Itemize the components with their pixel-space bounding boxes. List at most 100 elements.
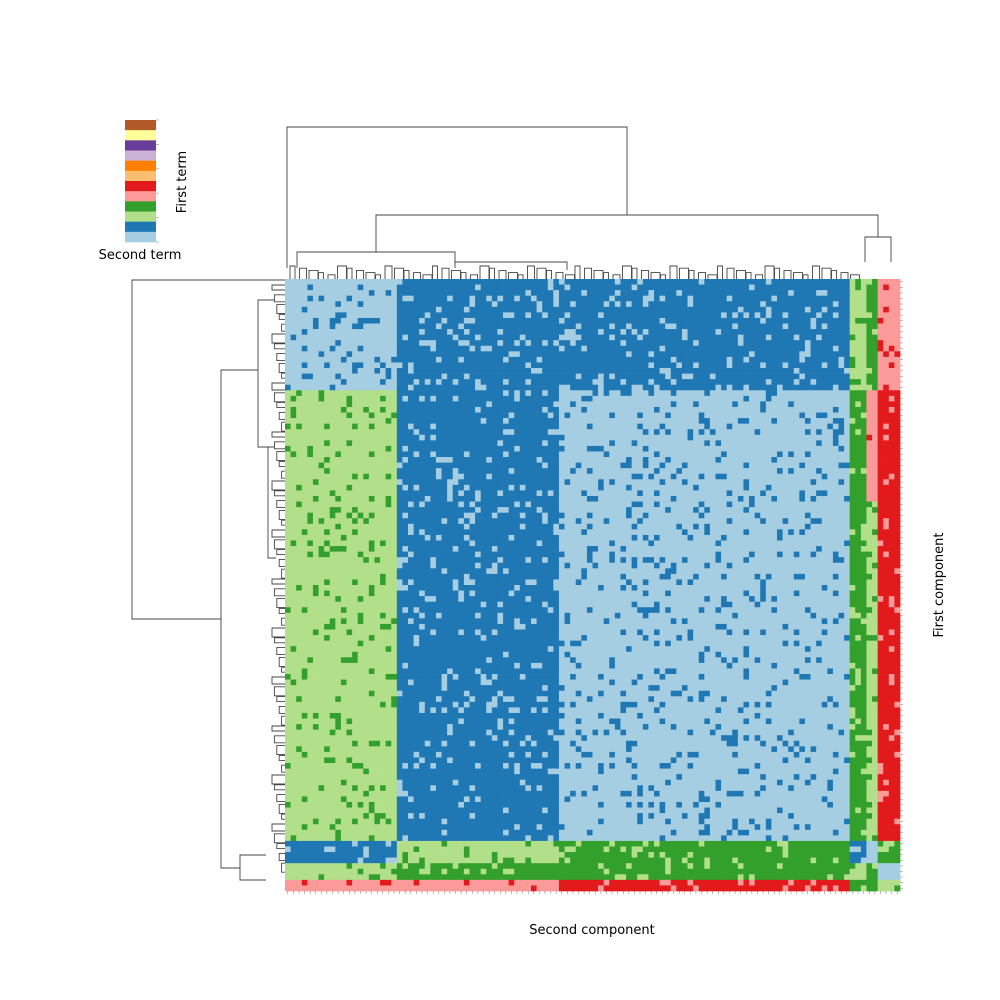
heatmap-cell: [743, 401, 750, 408]
heatmap-cell: [598, 501, 605, 508]
heatmap-cell: [307, 379, 314, 386]
heatmap-cell: [670, 457, 677, 463]
heatmap-cell: [575, 284, 582, 291]
heatmap-cell: [396, 368, 403, 374]
heatmap-cell: [883, 312, 890, 319]
heatmap-cell: [726, 434, 733, 441]
heatmap-cell: [631, 284, 638, 291]
heatmap-cell: [290, 473, 297, 480]
heatmap-cell: [575, 451, 582, 458]
heatmap-cell: [631, 390, 638, 397]
heatmap-cell: [385, 462, 392, 469]
row-dendrogram-leaf: [273, 784, 285, 791]
heatmap-cell: [508, 440, 515, 447]
heatmap-cell: [726, 390, 733, 397]
heatmap-cell: [458, 284, 465, 291]
heatmap-cell: [888, 395, 895, 402]
heatmap-cell: [391, 306, 398, 313]
heatmap-cell: [877, 373, 884, 380]
heatmap-cell: [804, 345, 811, 352]
heatmap-cell: [525, 507, 532, 514]
heatmap-cell: [659, 501, 666, 508]
heatmap-cell: [654, 334, 660, 341]
heatmap-cell: [430, 490, 437, 497]
heatmap-cell: [838, 379, 845, 386]
heatmap-cell: [888, 440, 895, 447]
heatmap-cell: [631, 412, 638, 419]
heatmap-cell: [469, 507, 476, 514]
heatmap-cell: [704, 495, 711, 502]
heatmap-cell: [765, 434, 772, 441]
heatmap-cell: [458, 390, 465, 397]
heatmap-cell: [838, 495, 845, 502]
heatmap-cell: [642, 334, 649, 341]
heatmap-cell: [307, 390, 314, 397]
heatmap-cell: [340, 379, 347, 386]
heatmap-cell: [340, 434, 347, 441]
heatmap-cell: [480, 317, 487, 324]
heatmap-cell: [771, 368, 778, 374]
heatmap-cell: [424, 329, 431, 335]
heatmap-cell: [760, 390, 767, 397]
heatmap-cell: [486, 368, 493, 374]
heatmap-cell: [536, 317, 543, 324]
heatmap-cell: [329, 440, 336, 447]
heatmap-cell: [709, 279, 716, 285]
heatmap-cell: [676, 362, 683, 369]
heatmap-cell: [318, 412, 325, 419]
heatmap-cell: [519, 390, 526, 397]
heatmap-cell: [396, 329, 403, 335]
heatmap-cell: [598, 295, 605, 302]
heatmap-cell: [491, 317, 498, 324]
heatmap-cell: [726, 406, 733, 413]
heatmap-cell: [749, 379, 755, 386]
heatmap-cell: [743, 301, 750, 308]
heatmap-cell: [435, 418, 442, 424]
heatmap-cell: [637, 329, 644, 335]
heatmap-cell: [480, 412, 487, 419]
heatmap-cell: [614, 334, 621, 341]
heatmap-cell: [547, 495, 554, 502]
heatmap-cell: [531, 507, 537, 514]
heatmap-cell: [838, 384, 845, 391]
heatmap-cell: [821, 312, 828, 319]
heatmap-cell: [827, 434, 834, 441]
heatmap-cell: [335, 351, 342, 358]
heatmap-cell: [771, 484, 778, 491]
heatmap-cell: [396, 507, 403, 514]
heatmap-cell: [374, 317, 381, 324]
heatmap-cell: [357, 490, 364, 497]
heatmap-cell: [312, 423, 319, 430]
heatmap-cell: [860, 484, 867, 491]
heatmap-cell: [346, 329, 353, 335]
heatmap-cell: [380, 406, 386, 413]
heatmap-cell: [872, 284, 878, 291]
heatmap-cell: [793, 379, 800, 386]
heatmap-cell: [531, 462, 537, 469]
heatmap-cell: [894, 412, 901, 419]
heatmap-cell: [586, 373, 593, 380]
heatmap-cell: [598, 317, 605, 324]
heatmap-cell: [380, 390, 386, 397]
heatmap-cell: [340, 501, 347, 508]
heatmap-cell: [368, 468, 375, 475]
heatmap-cell: [519, 284, 526, 291]
heatmap-cell: [547, 440, 554, 447]
heatmap-cell: [681, 345, 688, 352]
heatmap-cell: [396, 429, 403, 436]
heatmap-cell: [558, 279, 565, 285]
heatmap-cell: [475, 434, 482, 441]
heatmap-cell: [514, 373, 521, 380]
heatmap-cell: [503, 507, 509, 514]
heatmap-cell: [749, 445, 755, 452]
heatmap-cell: [402, 451, 409, 458]
heatmap-cell: [391, 412, 398, 419]
heatmap-cell: [581, 362, 588, 369]
heatmap-cell: [307, 484, 314, 491]
heatmap-cell: [799, 356, 806, 363]
heatmap-cell: [346, 490, 353, 497]
heatmap-cell: [793, 345, 800, 352]
heatmap-cell: [626, 362, 632, 369]
heatmap-cell: [447, 457, 454, 463]
heatmap-cell: [838, 362, 845, 369]
